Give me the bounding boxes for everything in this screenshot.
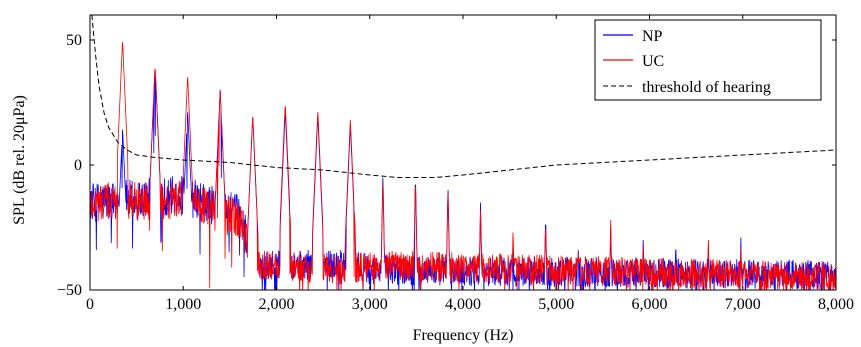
legend-label-uc: UC (642, 53, 664, 70)
legend-label-np: NP (642, 28, 663, 45)
x-tick-label: 3,000 (352, 296, 388, 313)
x-tick-label: 5,000 (538, 296, 574, 313)
x-axis-label: Frequency (Hz) (413, 327, 514, 344)
plot-area (90, 15, 836, 290)
x-tick-label: 2,000 (259, 296, 295, 313)
x-tick-label: 7,000 (725, 296, 761, 313)
series-line-uc (90, 42, 836, 290)
y-tick-label: −50 (57, 282, 82, 299)
x-tick-label: 1,000 (165, 296, 201, 313)
legend-label-threshold: threshold of hearing (642, 79, 771, 96)
y-axis-label: SPL (dB rel. 20μPa) (11, 95, 28, 225)
x-tick-label: 6,000 (632, 296, 668, 313)
y-tick-label: 0 (74, 157, 82, 174)
x-tick-label: 8,000 (818, 296, 854, 313)
axis-ticks: 0 1,000 2,000 3,000 4,000 5,000 6,000 7,000 8,00… (57, 15, 854, 313)
legend: NP UC threshold of hearing (594, 19, 822, 101)
series-line-threshold (91, 15, 836, 178)
x-tick-label: 4,000 (445, 296, 481, 313)
y-tick-label: 50 (66, 32, 82, 49)
x-tick-label: 0 (86, 296, 94, 313)
